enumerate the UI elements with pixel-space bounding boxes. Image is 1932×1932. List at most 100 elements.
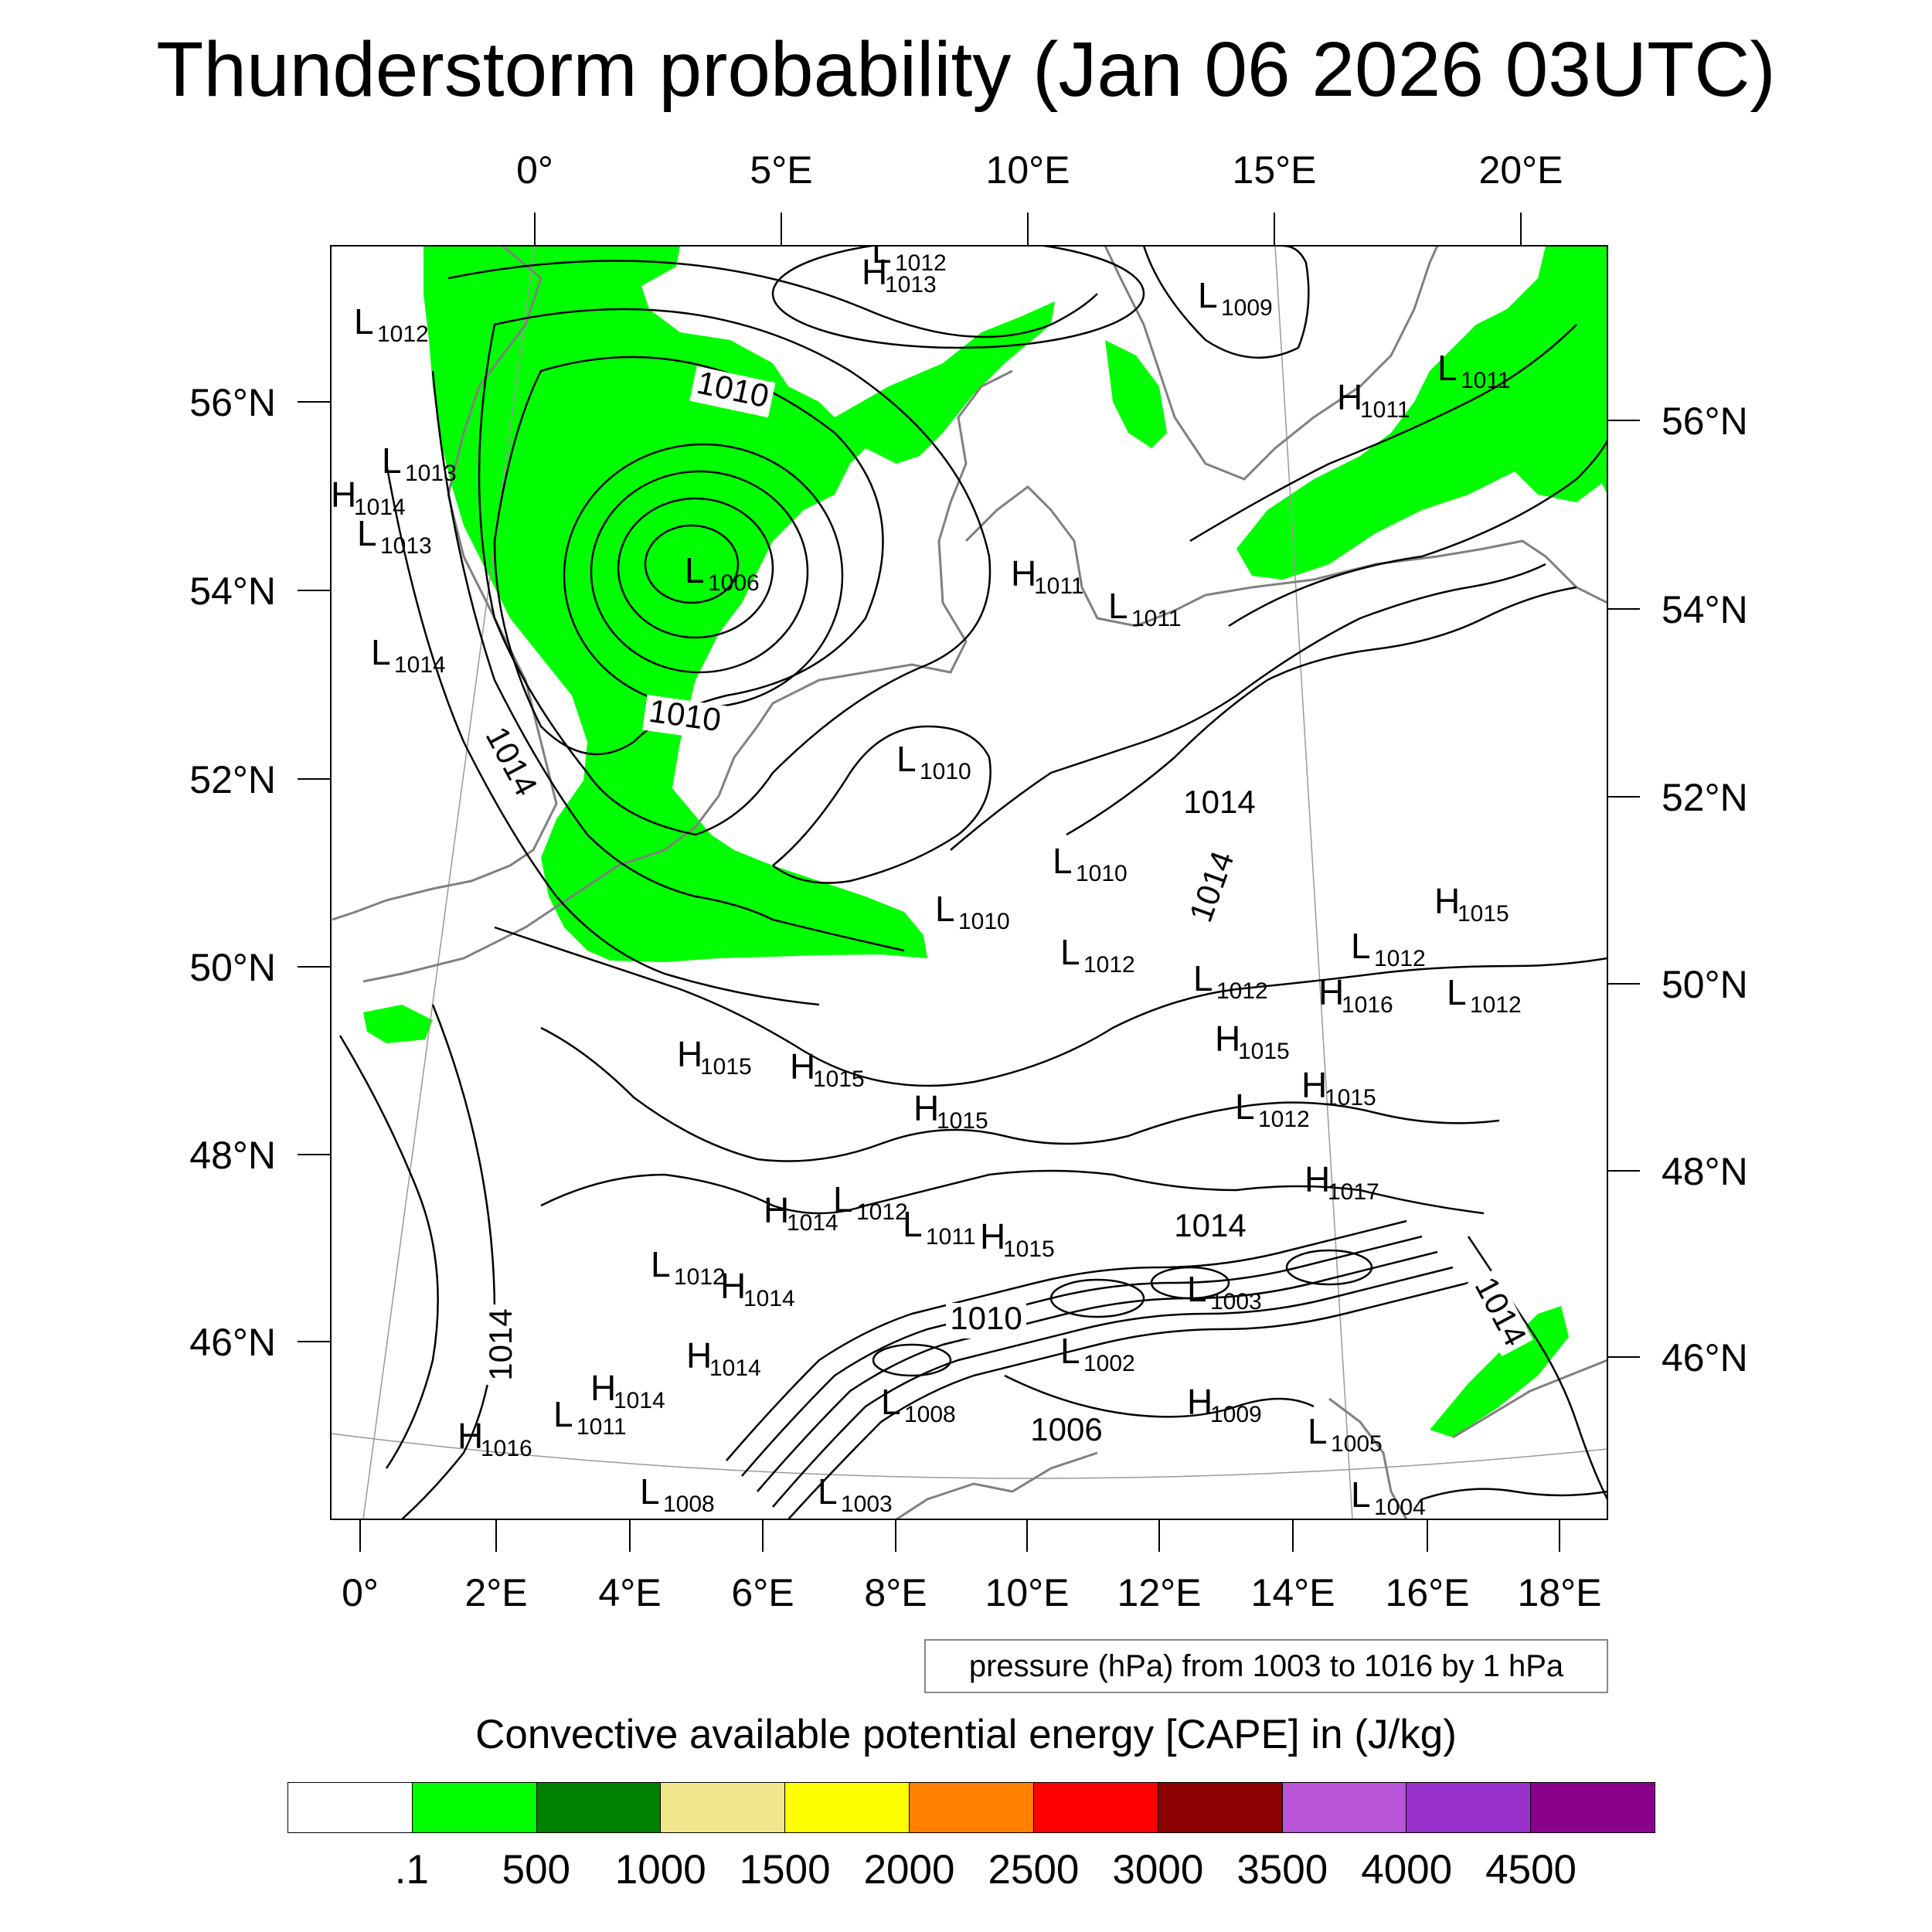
top-lon-label: 10°E	[986, 148, 1070, 192]
pressure-center-type: L	[685, 550, 705, 590]
pressure-center-type: L	[651, 1244, 671, 1284]
pressure-center: L 1006	[685, 550, 760, 596]
isobar-label-background	[1464, 1268, 1533, 1357]
top-lon-label: 15°E	[1233, 148, 1317, 192]
pressure-center-value: 1015	[1003, 1236, 1055, 1262]
pressure-center: L 1012	[872, 230, 947, 276]
colorbar-label: 500	[502, 1847, 571, 1893]
pressure-center-type: L	[371, 632, 391, 672]
pressure-center-type: L	[1351, 1475, 1371, 1515]
bottom-lon-label: 18°E	[1518, 1571, 1602, 1614]
left-lat-label: 48°N	[189, 1134, 276, 1177]
colorbar-title: Convective available potential energy [C…	[475, 1712, 1457, 1757]
pressure-center-type: L	[357, 513, 377, 553]
pressure-center-type: L	[818, 1471, 838, 1512]
isobar-label-background	[1170, 1210, 1250, 1246]
pressure-center-value: 1006	[708, 570, 760, 596]
isobar-label-background	[689, 366, 776, 418]
cape-area-north-sea	[423, 246, 1055, 962]
colorbar-label: 3500	[1236, 1847, 1328, 1893]
bottom-lon-label: 10°E	[985, 1571, 1070, 1614]
colorbar-label: 3000	[1112, 1847, 1204, 1893]
pressure-center-value: 1014	[743, 1286, 795, 1311]
pressure-center-type: L	[1108, 586, 1128, 626]
pressure-center-value: 1012	[1216, 978, 1268, 1004]
isobar-1008	[590, 470, 809, 674]
isobar-label-background	[474, 718, 544, 807]
pressure-center-value: 1011	[577, 1414, 627, 1440]
right-lat-label: 46°N	[1662, 1336, 1748, 1379]
isobar-label-background	[1179, 787, 1260, 822]
pressure-center-type: H	[1318, 972, 1344, 1012]
pressure-center-value: 1016	[481, 1436, 532, 1461]
pressure-center-value: 1014	[787, 1210, 838, 1236]
cape-area-channel	[363, 1005, 433, 1043]
top-lon-label: 20°E	[1479, 148, 1563, 192]
pressure-center-value: 1013	[405, 461, 457, 486]
coast-ligurian	[896, 1451, 1098, 1519]
pressure-center-value: 1005	[1331, 1431, 1383, 1457]
pressure-center-value: 1003	[841, 1492, 893, 1517]
pressure-center-type: L	[1308, 1411, 1328, 1451]
colorbar-box	[1033, 1783, 1158, 1832]
isobar-1013-outer	[431, 370, 905, 952]
isobar-west-1014	[401, 1004, 496, 1519]
colorbar-box	[412, 1783, 537, 1832]
coast-adriatic	[1328, 1359, 1607, 1519]
pressure-center-type: L	[872, 230, 892, 270]
isobar-south-1006	[1004, 1374, 1315, 1418]
colorbar-box	[910, 1783, 1034, 1832]
pressure-center-type: H	[720, 1266, 746, 1306]
isobar-label-background	[1026, 1414, 1107, 1450]
isobar-alps-band-5	[787, 1281, 1469, 1519]
pressure-center: L 1013	[357, 513, 432, 559]
pressure-center-value: 1015	[1458, 901, 1509, 927]
colorbar-label: 1000	[614, 1847, 706, 1893]
pressure-center-type: H	[790, 1046, 815, 1087]
right-lat-label: 56°N	[1662, 400, 1748, 443]
pressure-center-type: L	[1187, 1269, 1207, 1309]
pressure-center-value: 1012	[674, 1264, 726, 1290]
pressure-center: L 1009	[1198, 275, 1273, 321]
pressure-center-type: L	[896, 739, 917, 779]
pressure-center-value: 1010	[958, 909, 1010, 934]
graticule	[331, 246, 1607, 1519]
pressure-center-value: 1012	[1083, 952, 1135, 978]
right-lat-label: 54°N	[1662, 588, 1748, 631]
pressure-center: L 1010	[1053, 841, 1128, 886]
isobar-baltic-1010	[1228, 440, 1607, 628]
pressure-center-value: 1015	[937, 1108, 988, 1134]
pressure-contour-note: pressure (hPa) from 1003 to 1016 by 1 hP…	[924, 1639, 1608, 1693]
pressure-center-value: 1017	[1328, 1179, 1379, 1205]
pressure-center-type: H	[1011, 553, 1036, 594]
pressure-center-type: L	[1437, 348, 1458, 388]
pressure-center-value: 1016	[1342, 992, 1393, 1018]
pressure-center-value: 1014	[394, 652, 446, 678]
isobar-mid-1015b	[540, 1026, 1500, 1162]
bottom-lon-label: 4°E	[598, 1571, 661, 1614]
colorbar-box	[785, 1783, 910, 1832]
pressure-center-value: 1015	[1238, 1039, 1290, 1064]
pressure-center-value: 1013	[885, 272, 937, 298]
pressure-center: L 1012	[1351, 926, 1426, 971]
isobar-label-background	[642, 694, 727, 742]
pressure-center-type: L	[354, 301, 374, 342]
isobar-north-1012	[771, 246, 1145, 349]
left-lat-label: 52°N	[189, 758, 276, 801]
pressure-center-value: 1015	[1325, 1085, 1376, 1111]
isobar-alps-cell-4	[872, 1343, 952, 1377]
pressure-center-type: L	[382, 440, 402, 481]
right-lat-labels: 56°N 54°N 52°N 50°N 48°N 46°N	[1662, 400, 1748, 1379]
pressure-center-value: 1010	[1076, 861, 1128, 886]
pressure-center: L 1011	[553, 1394, 627, 1440]
pressure-center: L 1008	[640, 1471, 715, 1517]
pressure-center-type: L	[1235, 1087, 1255, 1127]
cape-area-scandinavia	[1105, 340, 1167, 448]
pressure-center-type: H	[1304, 1159, 1330, 1199]
